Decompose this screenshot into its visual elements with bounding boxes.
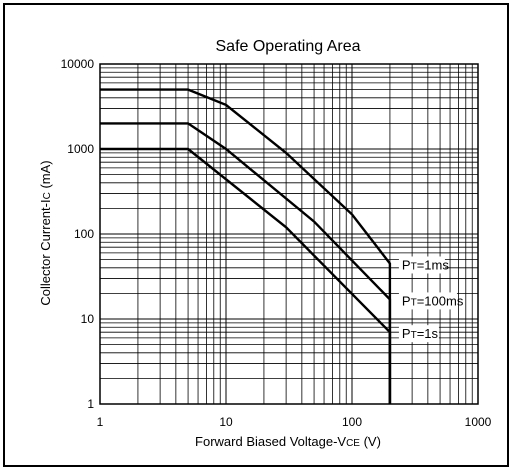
y-tick-label: 10000 — [61, 57, 95, 71]
series-line-1 — [100, 88, 392, 404]
label-layer: 1 10 100 1000 1 10 100 1000 10000 PT=1ms PT=100ms P… — [61, 57, 492, 429]
y-tick-label: 10 — [81, 312, 95, 326]
series-layer — [100, 88, 392, 404]
series-line-3 — [100, 147, 392, 404]
chart-title: Safe Operating Area — [216, 38, 361, 55]
x-tick-label: 100 — [342, 415, 362, 429]
series-line-2 — [100, 122, 392, 404]
chart-frame — [3, 3, 509, 467]
grid — [99, 64, 478, 405]
y-tick-label: 100 — [74, 227, 94, 241]
series-label-bg — [398, 325, 439, 343]
x-tick-label: 1000 — [465, 415, 492, 429]
plot-border — [99, 63, 479, 405]
y-tick-label: 1 — [87, 397, 94, 411]
y-tick-label: 1000 — [67, 142, 94, 156]
x-tick-label: 10 — [219, 415, 233, 429]
series-label-2: PT=100ms — [402, 293, 464, 308]
y-axis-label: Collector Current-IC (mA) — [38, 160, 53, 305]
series-label-1: PT=1ms — [402, 257, 449, 272]
x-axis-label: Forward Biased Voltage-VCE (V) — [195, 434, 381, 449]
x-tick-label: 1 — [97, 415, 104, 429]
series-label-3: PT=1s — [402, 326, 439, 341]
series-label-bg — [398, 292, 457, 310]
series-label-bg — [398, 256, 445, 274]
